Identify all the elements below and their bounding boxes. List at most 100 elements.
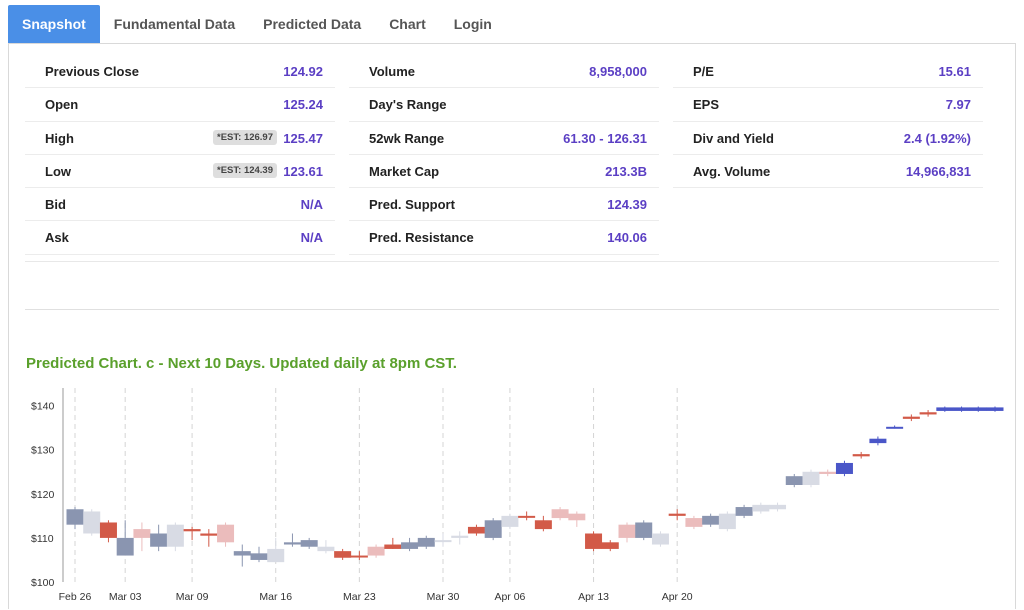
tab-chart[interactable]: Chart	[389, 16, 426, 32]
stats-column-3: P/E 15.61 EPS 7.97 Div and Yield 2.4 (1.…	[673, 55, 983, 189]
candle-body	[283, 542, 301, 545]
candle-body	[250, 553, 268, 560]
candle-body	[986, 407, 1004, 411]
stat-row-eps: EPS 7.97	[673, 88, 983, 122]
snapshot-panel: Previous Close 124.92 Open 125.24 High *…	[8, 43, 1016, 609]
candle-body	[735, 507, 753, 516]
tab-login[interactable]: Login	[453, 16, 492, 32]
tab-bar: Snapshot Fundamental Data Predicted Data…	[8, 5, 506, 43]
candle-body	[233, 551, 251, 556]
stat-label: P/E	[693, 64, 714, 79]
stat-value: 140.06	[607, 230, 647, 246]
stat-value: N/A	[300, 230, 323, 246]
stat-row-avg-volume: Avg. Volume 14,966,831	[673, 155, 983, 189]
candle-body	[551, 509, 569, 519]
tab-fundamental-data[interactable]: Fundamental Data	[113, 16, 236, 32]
candle-body	[300, 540, 318, 547]
stat-label: Volume	[369, 64, 415, 79]
stat-row-ask: Ask N/A	[25, 221, 335, 255]
stat-label: High	[45, 130, 74, 146]
stat-label: Low	[45, 163, 71, 179]
candle-body	[635, 522, 653, 538]
x-tick-label: Mar 30	[427, 591, 460, 603]
stat-label: Div and Yield	[693, 130, 774, 146]
stat-value: 2.4 (1.92%)	[903, 130, 971, 146]
candle-body	[835, 462, 853, 474]
stat-row-pred-resistance: Pred. Resistance 140.06	[349, 221, 659, 255]
y-tick-label: $130	[31, 445, 55, 457]
candle-body	[417, 537, 435, 547]
y-tick-label: $120	[31, 489, 55, 501]
stat-value: 15.61	[938, 64, 971, 79]
divider	[25, 309, 999, 310]
stats-column-2: Volume 8,958,000 Day's Range 52wk Range …	[349, 55, 659, 255]
stat-label: EPS	[693, 97, 720, 113]
stat-row-open: Open 125.24	[25, 88, 335, 122]
stat-row-bid: Bid N/A	[25, 188, 335, 222]
candle-body	[99, 522, 117, 538]
stat-label: Day's Range	[369, 97, 447, 113]
predicted-chart-title: Predicted Chart. c - Next 10 Days. Updat…	[26, 355, 457, 372]
candle-body	[200, 533, 218, 536]
stat-label: Pred. Resistance	[369, 230, 474, 246]
candle-body	[166, 524, 184, 547]
stat-value: 123.61	[283, 163, 323, 179]
candle-body	[969, 407, 987, 411]
candle-body	[217, 524, 235, 543]
stat-row-volume: Volume 8,958,000	[349, 55, 659, 89]
candle-body	[484, 520, 502, 538]
stat-row-div-yield: Div and Yield 2.4 (1.92%)	[673, 122, 983, 155]
stat-value: 8,958,000	[589, 64, 647, 79]
candle-body	[534, 520, 552, 530]
x-tick-label: Mar 16	[259, 591, 292, 603]
candle-body	[66, 509, 84, 525]
stat-row-pe: P/E 15.61	[673, 55, 983, 89]
tab-snapshot[interactable]: Snapshot	[8, 5, 100, 43]
y-tick-label: $110	[31, 533, 54, 545]
stat-value: 213.3B	[605, 163, 647, 179]
candle-body	[401, 542, 419, 549]
stat-value: 124.92	[283, 64, 323, 79]
stat-value: 125.47	[283, 130, 323, 146]
stat-row-52wk-range: 52wk Range 61.30 - 126.31	[349, 122, 659, 155]
stat-row-pred-support: Pred. Support 124.39	[349, 188, 659, 222]
stat-label: Avg. Volume	[693, 163, 771, 179]
stat-value: 61.30 - 126.31	[563, 130, 647, 146]
candle-body	[902, 416, 920, 419]
candle-body	[651, 533, 669, 545]
candle-body	[451, 535, 469, 538]
x-tick-label: Mar 09	[176, 591, 209, 603]
candle-body	[267, 548, 285, 563]
candle-body	[116, 537, 134, 556]
stat-label: Ask	[45, 230, 69, 246]
stat-value: 124.39	[607, 197, 647, 213]
candle-body	[367, 546, 385, 556]
divider	[25, 261, 999, 262]
predicted-candlestick-chart[interactable]: $100 $110 $120 $130 $140 Feb 26 Mar 03 Mar 09 Ma…	[9, 374, 1015, 610]
stat-row-market-cap: Market Cap 213.3B	[349, 155, 659, 189]
candle-body	[384, 544, 402, 549]
x-tick-label: Apr 20	[662, 591, 693, 603]
candle-body	[467, 526, 485, 534]
candle-body	[317, 546, 335, 552]
candle-body	[350, 555, 368, 558]
stat-value: 14,966,831	[905, 163, 971, 179]
tab-predicted-data[interactable]: Predicted Data	[263, 16, 362, 32]
candle-body	[133, 529, 151, 538]
candle-body	[434, 540, 452, 543]
x-tick-label: Mar 03	[109, 591, 142, 603]
stat-label: Pred. Support	[369, 197, 455, 213]
candle-body	[568, 513, 586, 521]
y-tick-label: $140	[31, 401, 55, 413]
candle-body	[785, 476, 803, 485]
candle-body	[518, 515, 536, 518]
candle-body	[183, 529, 201, 532]
stats-column-1: Previous Close 124.92 Open 125.24 High *…	[25, 55, 335, 255]
candle-body	[869, 438, 887, 444]
stat-row-previous-close: Previous Close 124.92	[25, 55, 335, 89]
stat-value: N/A	[300, 197, 323, 213]
x-tick-label: Apr 06	[494, 591, 525, 603]
stat-value: 125.24	[283, 97, 323, 113]
candle-body	[585, 533, 603, 549]
est-badge: *EST: 124.39	[213, 162, 277, 178]
